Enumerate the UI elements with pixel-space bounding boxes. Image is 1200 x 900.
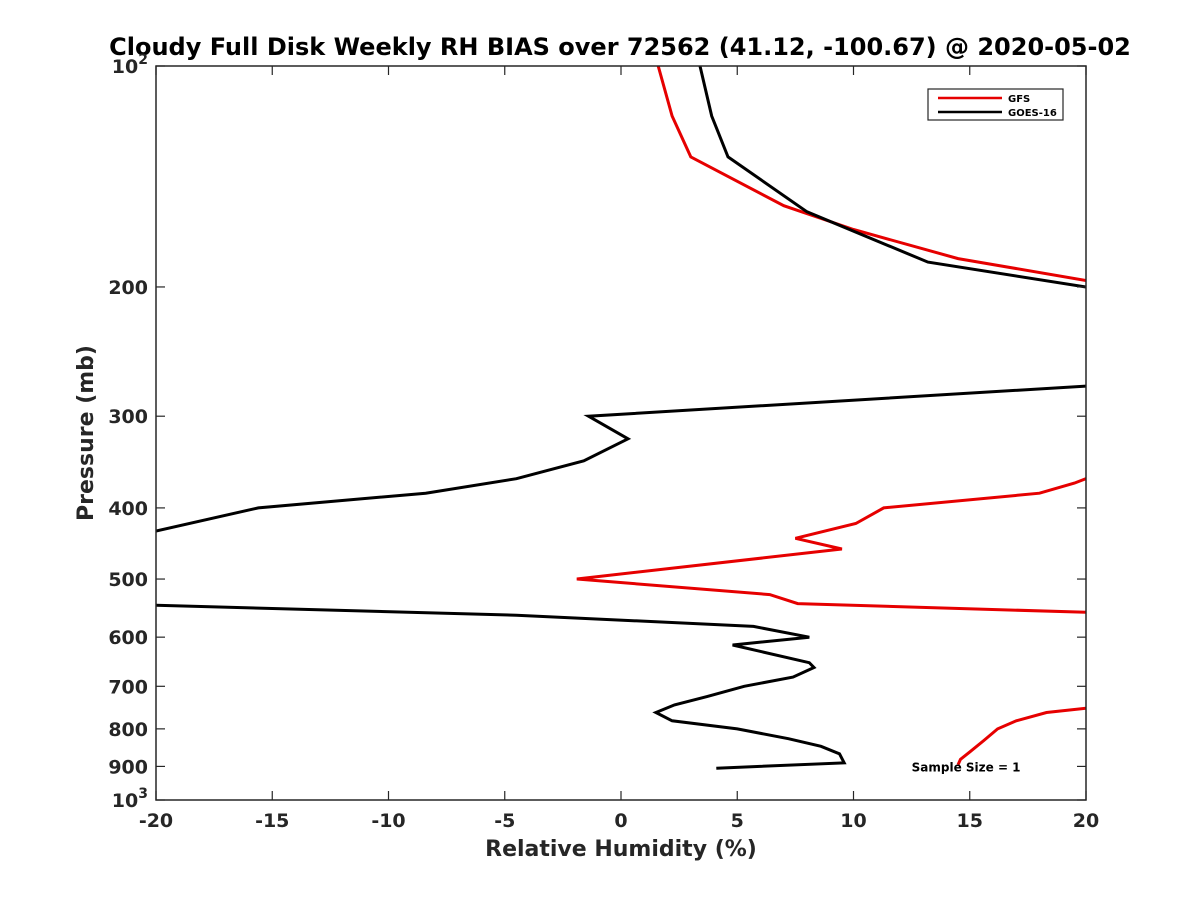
series-line-gfs — [576, 66, 1086, 766]
y-tick-label-base: 300 — [108, 406, 148, 428]
y-tick-label-base: 10 — [112, 790, 138, 812]
x-tick-label: 15 — [957, 810, 983, 832]
x-axis-ticks: -20 -15 -10 -5 0 5 10 15 20 — [139, 66, 1099, 832]
y-tick-label: 500 — [108, 569, 148, 591]
y-tick-label: 600 — [108, 627, 148, 649]
plot-area: -20 -15 -10 -5 0 5 10 15 20 10220030040050060070… — [108, 52, 1099, 832]
y-tick-label-base: 10 — [112, 56, 138, 78]
series-line-goes-16 — [156, 66, 1086, 770]
x-tick-label: -20 — [139, 810, 173, 832]
legend-label: GFS — [1008, 94, 1030, 105]
y-tick-label-base: 600 — [108, 627, 148, 649]
y-tick-label-base: 700 — [108, 676, 148, 698]
x-tick-label: -15 — [255, 810, 289, 832]
legend-items: GFS GOES-16 — [938, 94, 1057, 119]
y-tick-label: 102 — [112, 52, 148, 78]
y-tick-label-exponent: 3 — [138, 786, 148, 802]
y-tick-label-base: 400 — [108, 498, 148, 520]
x-tick-label: 20 — [1073, 810, 1099, 832]
y-tick-label-base: 500 — [108, 569, 148, 591]
x-tick-label: -5 — [494, 810, 515, 832]
y-tick-label: 103 — [112, 786, 148, 812]
x-axis-label: Relative Humidity (%) — [485, 837, 757, 862]
legend: GFS GOES-16 — [927, 88, 1064, 121]
y-tick-label: 700 — [108, 676, 148, 698]
legend-label: GOES-16 — [1008, 108, 1057, 119]
x-tick-label: -10 — [371, 810, 405, 832]
y-tick-label: 400 — [108, 498, 148, 520]
y-tick-label: 200 — [108, 277, 148, 299]
legend-box — [927, 88, 1064, 121]
chart-title: Cloudy Full Disk Weekly RH BIAS over 725… — [109, 33, 1131, 61]
y-tick-label-exponent: 2 — [138, 52, 148, 68]
axes-box — [155, 65, 1087, 801]
y-tick-label: 900 — [108, 756, 148, 778]
y-tick-label: 300 — [108, 406, 148, 428]
y-tick-label-base: 800 — [108, 719, 148, 741]
y-axis-label: Pressure (mb) — [74, 345, 99, 521]
x-tick-label: 10 — [840, 810, 866, 832]
annotations: Sample Size = 1 — [912, 760, 1021, 774]
y-tick-label-base: 200 — [108, 277, 148, 299]
series-layer — [156, 66, 1086, 770]
x-tick-label: 5 — [731, 810, 744, 832]
sample-size-annotation: Sample Size = 1 — [912, 760, 1021, 774]
y-tick-label-base: 900 — [108, 756, 148, 778]
x-tick-label: 0 — [614, 810, 627, 832]
y-tick-label: 800 — [108, 719, 148, 741]
